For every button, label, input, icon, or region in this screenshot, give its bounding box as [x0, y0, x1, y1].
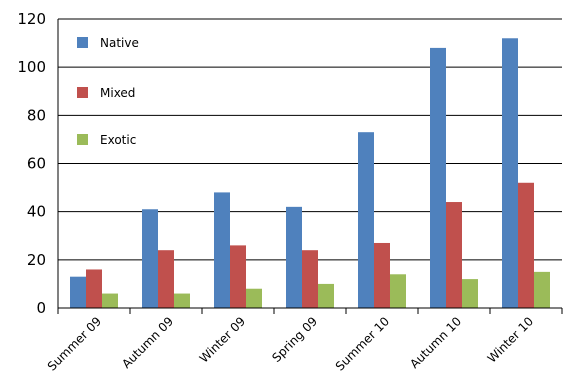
- y-tick-label: 60: [27, 155, 46, 173]
- y-tick-label: 40: [27, 203, 46, 221]
- x-axis: Summer 09 Autumn 09 Winter 09 Spring 09 Summ…: [45, 307, 563, 374]
- legend-label-native: Native: [100, 36, 139, 50]
- legend-label-mixed: Mixed: [100, 86, 135, 100]
- x-tick-label: Winter 10: [485, 314, 536, 365]
- bar-native: [214, 192, 230, 308]
- y-axis: 0 20 40 60 80 100 120: [17, 10, 59, 317]
- legend-swatch-exotic: [77, 134, 88, 145]
- x-tick-label: Autumn 09: [119, 314, 176, 371]
- legend: Native Mixed Exotic: [77, 36, 139, 147]
- bar-exotic: [390, 274, 406, 308]
- bar-mixed: [230, 245, 246, 308]
- bar-mixed: [518, 182, 534, 308]
- bar-native: [142, 209, 158, 308]
- bar-exotic: [534, 271, 550, 308]
- legend-label-exotic: Exotic: [100, 133, 136, 147]
- legend-swatch-native: [77, 37, 88, 48]
- y-tick-label: 120: [17, 10, 46, 28]
- bars: [70, 38, 550, 309]
- bar-exotic: [174, 293, 190, 308]
- x-tick-label: Summer 09: [45, 314, 104, 373]
- bar-mixed: [374, 242, 390, 308]
- bar-exotic: [318, 283, 334, 308]
- y-tick-label: 100: [17, 58, 46, 76]
- bar-native: [430, 47, 446, 309]
- bar-mixed: [302, 250, 318, 308]
- y-tick-label: 20: [27, 251, 46, 269]
- y-tick-label: 80: [27, 106, 46, 124]
- x-tick-label: Autumn 10: [407, 314, 464, 371]
- bar-exotic: [102, 293, 118, 308]
- x-tick-label: Spring 09: [269, 314, 320, 365]
- x-tick-label: Winter 09: [197, 314, 248, 365]
- bar-native: [70, 276, 86, 308]
- legend-swatch-mixed: [77, 87, 88, 98]
- y-tick-label: 0: [36, 299, 46, 317]
- bar-mixed: [158, 250, 174, 308]
- bar-mixed: [86, 269, 102, 308]
- bar-native: [502, 38, 518, 309]
- bar-exotic: [246, 288, 262, 308]
- bar-exotic: [462, 279, 478, 308]
- bar-native: [286, 206, 302, 308]
- x-tick-label: Summer 10: [333, 314, 392, 373]
- bar-mixed: [446, 202, 462, 308]
- bar-native: [358, 132, 374, 308]
